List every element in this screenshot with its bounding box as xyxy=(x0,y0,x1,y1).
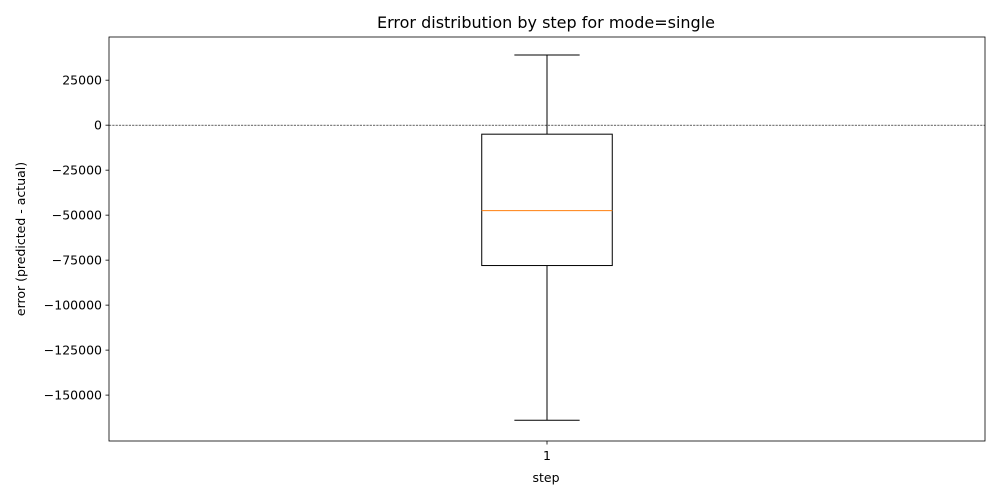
box-1 xyxy=(481,54,613,421)
y-axis-label: error (predicted - actual) xyxy=(13,162,28,316)
x-axis-label: step xyxy=(532,470,559,485)
y-tick-label: 0 xyxy=(94,118,102,133)
y-axis-ticks: 25000 0 −25000 −50000 −75000 −100000 −125000 −1… xyxy=(44,73,109,403)
box-iqr xyxy=(481,133,613,267)
y-tick-label: 25000 xyxy=(62,73,102,88)
y-tick-label: −125000 xyxy=(44,343,102,358)
y-tick-label: −25000 xyxy=(52,163,102,178)
x-tick-label: 1 xyxy=(543,448,551,463)
x-axis-ticks: 1 xyxy=(543,441,551,463)
y-tick-label: −100000 xyxy=(44,298,102,313)
y-tick-label: −150000 xyxy=(44,388,102,403)
y-tick-label: −50000 xyxy=(52,208,102,223)
chart-title: Error distribution by step for mode=sing… xyxy=(377,13,715,32)
y-tick-label: −75000 xyxy=(52,253,102,268)
plot-area xyxy=(108,36,986,442)
